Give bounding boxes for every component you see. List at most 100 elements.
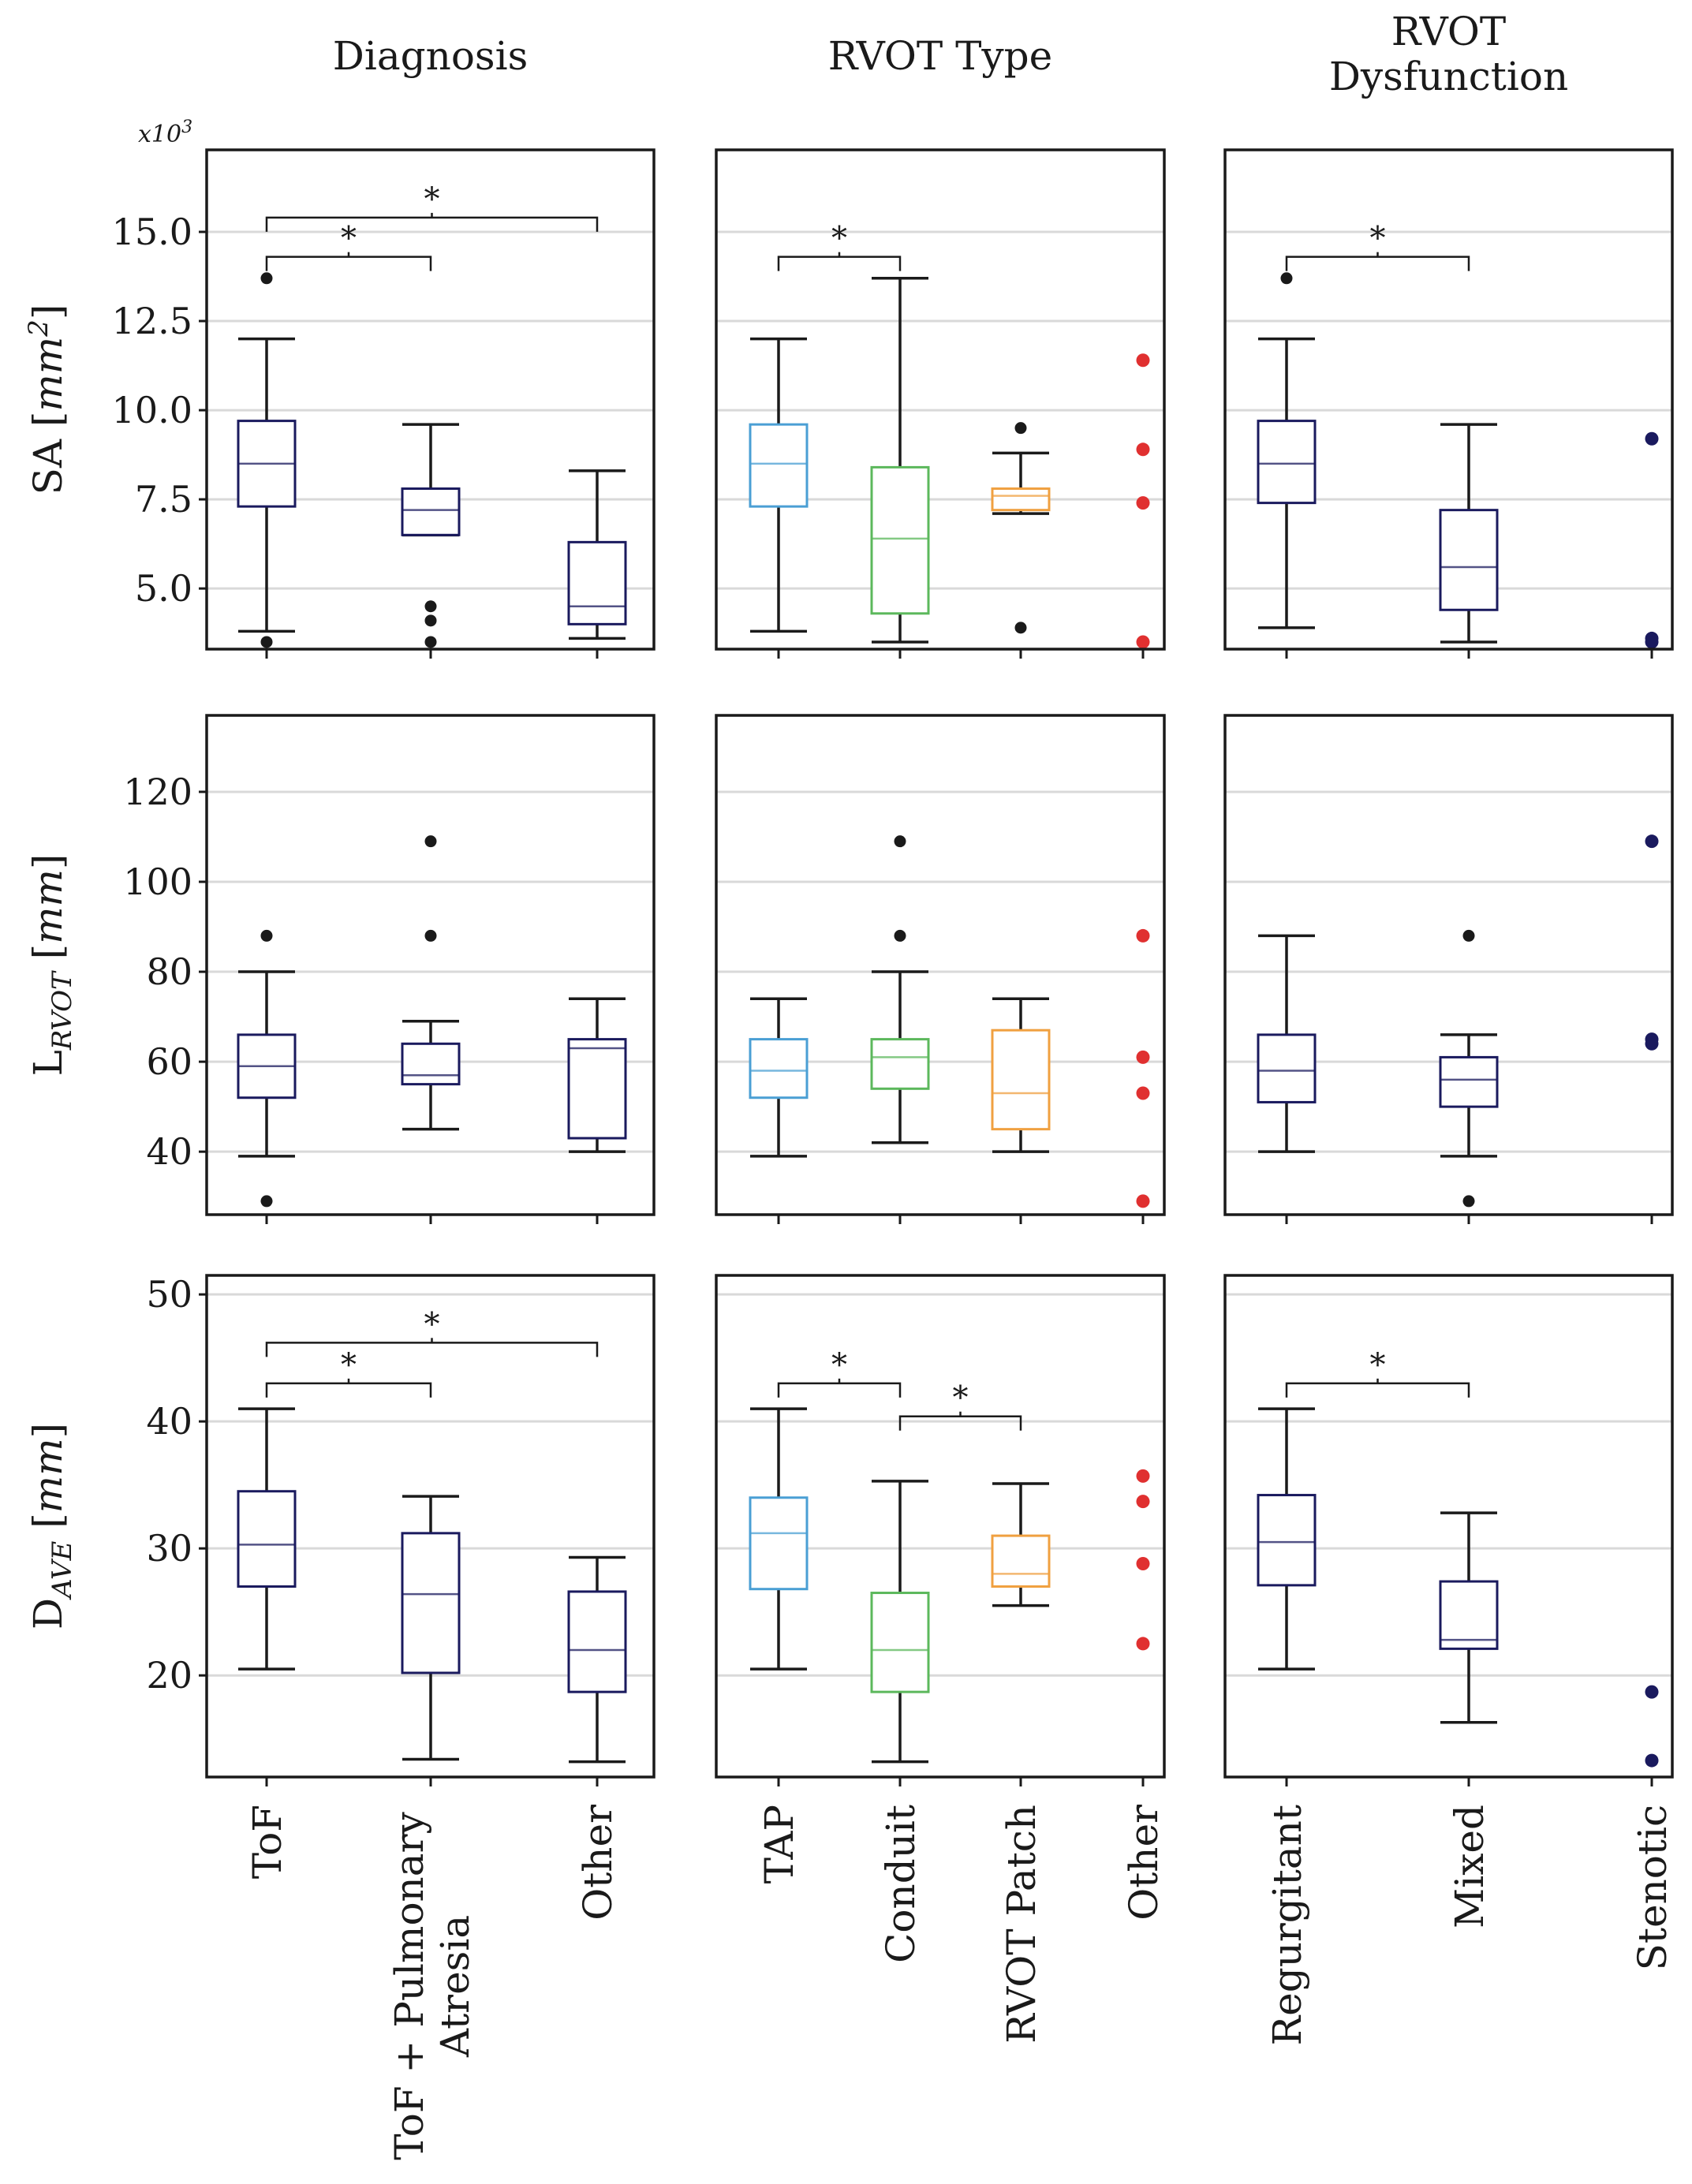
y-tick-label: 40 (146, 1130, 192, 1173)
x-category-label: Stenotic (1630, 1805, 1675, 1970)
significance-bracket (1285, 1382, 1470, 1398)
significance-star: * (424, 1306, 440, 1342)
data-point (1136, 928, 1150, 943)
outlier-point (1462, 929, 1475, 942)
row-y-label: SA [mm2] (23, 304, 71, 495)
panel: * * TAP Conduit RVOT Patch Other (715, 1274, 1167, 2044)
box-iqr (1257, 420, 1317, 505)
panel-frame (205, 714, 656, 1216)
outlier-point (424, 929, 437, 942)
y-tick-label: 120 (123, 771, 192, 813)
box-iqr (749, 1496, 809, 1591)
box-iqr (870, 1038, 930, 1090)
y-label-unit: mm (25, 1438, 71, 1513)
box-iqr (749, 423, 809, 508)
x-category-label: Mixed (1447, 1805, 1492, 1928)
column-title: Dysfunction (1329, 54, 1568, 99)
significance-star: * (831, 1347, 847, 1383)
data-point (1645, 1685, 1659, 1699)
box-iqr (870, 1592, 930, 1693)
row-y-label: LRVOT [mm] (25, 854, 78, 1077)
box-iqr (749, 1038, 809, 1099)
column-title: Diagnosis (333, 33, 529, 79)
box-iqr (991, 1534, 1051, 1588)
panel-frame (1223, 1274, 1674, 1779)
significance-star: * (341, 221, 357, 257)
data-point (1136, 353, 1150, 368)
panel-frame (1223, 714, 1674, 1216)
y-label-main: SA [ (25, 412, 71, 495)
box-iqr (991, 487, 1051, 512)
significance-star: * (424, 181, 440, 218)
x-category-label-line: Other (575, 1805, 621, 1921)
x-category-label-line: Regurgitant (1264, 1805, 1310, 2046)
y-label-superscript: 2 (23, 319, 54, 338)
significance-bracket (777, 256, 902, 271)
x-category-label-line: Conduit (878, 1805, 924, 1963)
significance-bracket (265, 1342, 599, 1357)
x-category-label-line: TAP (756, 1805, 802, 1883)
box-iqr (401, 1042, 461, 1086)
data-point (1136, 1495, 1150, 1509)
box-iqr (1439, 509, 1499, 611)
panel-frame (1223, 148, 1674, 651)
data-point (1645, 431, 1659, 446)
outlier-point (894, 835, 906, 848)
axis-multiplier: x103 (138, 118, 192, 148)
panel (715, 714, 1166, 1224)
significance-bracket (265, 256, 432, 271)
data-point (1136, 1194, 1150, 1208)
significance-bracket (777, 1382, 902, 1398)
column-title: RVOT Type (828, 33, 1053, 79)
panel: 20 30 40 50 * * ToF ToF + PulmonaryAtresia Other (146, 1273, 656, 2160)
x-category-label: Conduit (878, 1805, 924, 1963)
panel (1223, 714, 1674, 1224)
data-point (1136, 635, 1150, 649)
panel-frame (715, 714, 1166, 1216)
significance-star: * (341, 1347, 357, 1383)
y-label-end: ] (25, 1423, 71, 1439)
box-iqr (567, 540, 627, 625)
outlier-point (260, 929, 273, 942)
significance-bracket (265, 216, 599, 232)
y-label-unit: mm (25, 869, 71, 944)
x-category-label-line: Stenotic (1630, 1805, 1675, 1970)
x-category-label: ToF (245, 1805, 290, 1879)
x-category-label-line: Other (1121, 1805, 1167, 1921)
box-iqr (870, 465, 930, 615)
y-tick-label: 80 (146, 950, 192, 993)
box-iqr (401, 487, 461, 536)
data-point (1645, 1753, 1659, 1768)
box-iqr (1439, 1580, 1499, 1650)
outlier-point (894, 929, 906, 942)
outlier-point (424, 614, 437, 627)
x-category-label: RVOT Patch (999, 1805, 1044, 2044)
significance-bracket (1285, 256, 1470, 271)
x-category-label: TAP (756, 1805, 802, 1883)
data-point (1136, 1637, 1150, 1651)
data-point (1645, 631, 1659, 645)
box-iqr (567, 1590, 627, 1693)
box-iqr (401, 1532, 461, 1674)
y-tick-label: 100 (123, 861, 192, 903)
outlier-point (260, 636, 273, 648)
panel: * Regurgitant Mixed Stenotic (1223, 1274, 1675, 2046)
outlier-point (1462, 1195, 1475, 1208)
significance-bracket (898, 1415, 1022, 1431)
significance-star: * (1370, 1347, 1386, 1383)
y-tick-label: 50 (146, 1273, 192, 1316)
y-label-subscript: AVE (47, 1541, 78, 1600)
panel-frame (715, 148, 1166, 651)
panel-frame (205, 1274, 656, 1779)
significance-star: * (1370, 221, 1386, 257)
outlier-point (424, 600, 437, 613)
box-iqr (1257, 1033, 1317, 1103)
data-point (1645, 1032, 1659, 1047)
data-point (1136, 496, 1150, 510)
panel-frame (715, 1274, 1166, 1779)
data-point (1136, 1469, 1150, 1483)
y-tick-label: 10.0 (112, 389, 192, 431)
y-tick-label: 5.0 (135, 567, 192, 610)
significance-bracket (265, 1382, 432, 1398)
